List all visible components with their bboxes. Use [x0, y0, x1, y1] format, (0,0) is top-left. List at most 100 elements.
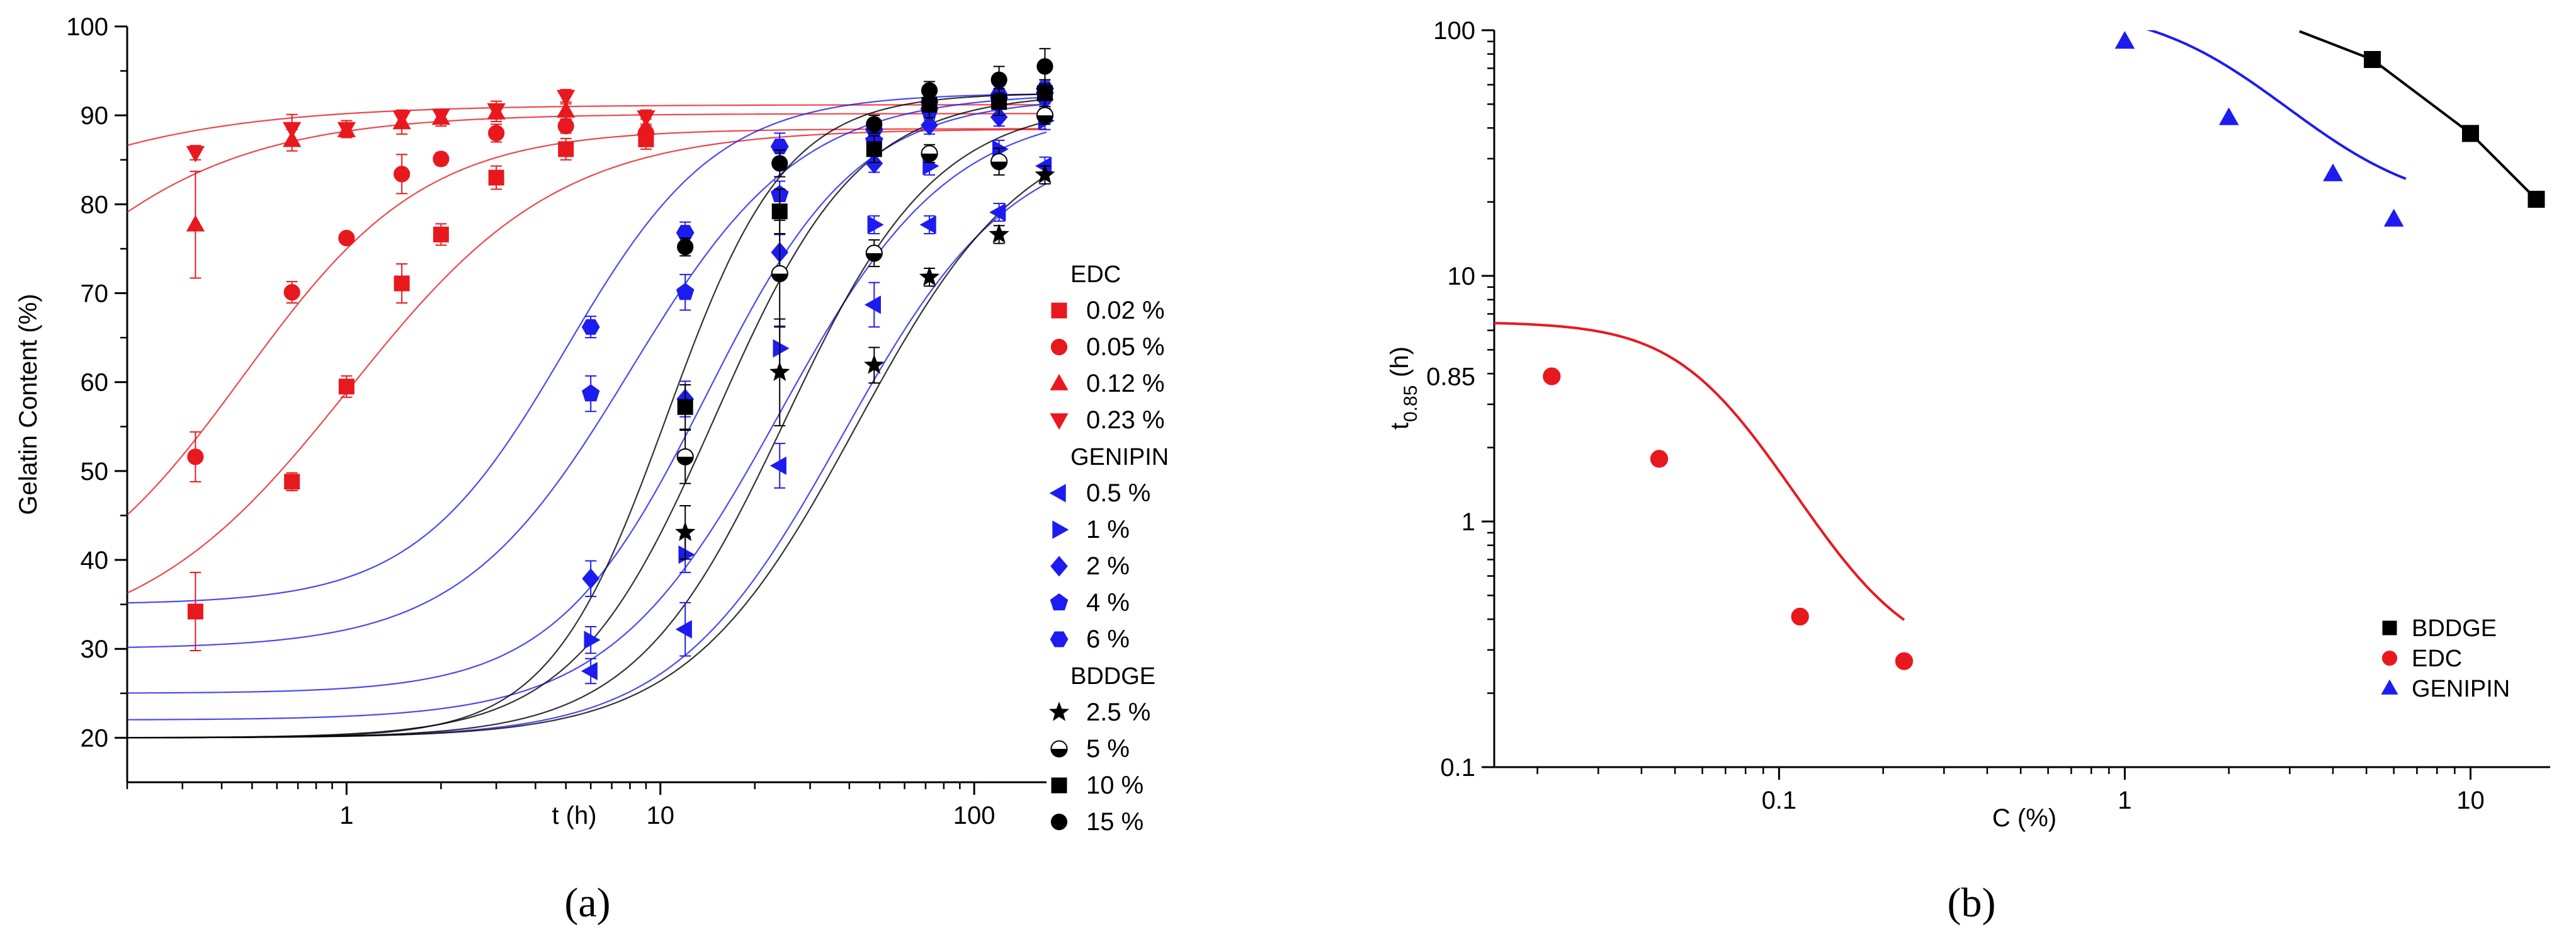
data-point	[186, 145, 205, 162]
fit-curve-edc-2	[127, 113, 1047, 213]
legend-b: BDDGE EDC GENIPIN	[2381, 615, 2510, 702]
legend-marker	[1050, 813, 1068, 831]
legend-a: EDC 0.02 % 0.05 % 0.12 % 0.23 % GENIPIN 0.5 % 1…	[1048, 261, 1169, 836]
y-tick-label: 1	[1461, 508, 1475, 536]
series-bddge-9	[675, 164, 1055, 560]
data-point	[338, 379, 355, 395]
data-point	[919, 266, 940, 286]
fit-curve-genipin-5	[127, 131, 1047, 721]
data-point	[558, 141, 574, 157]
legend-entry-label: 15 %	[1086, 808, 1143, 836]
series-bddge	[2364, 50, 2545, 208]
data-point	[989, 203, 1006, 222]
data-point	[1035, 164, 1055, 184]
fit-curve-genipin-7	[127, 96, 1047, 648]
data-point	[676, 448, 694, 465]
y-axis-title-unit: (h)	[1386, 346, 1414, 377]
data-point	[394, 275, 410, 292]
data-point	[488, 169, 504, 186]
legend-marker	[1050, 373, 1069, 390]
data-point	[990, 71, 1007, 88]
y-tick-label: 90	[81, 102, 109, 130]
data-point	[337, 122, 356, 139]
series-bddge-10	[676, 106, 1054, 484]
legend-group-title: EDC	[1070, 261, 1121, 288]
data-point	[864, 354, 885, 374]
data-point	[866, 116, 883, 133]
data-point	[557, 89, 576, 106]
data-point	[187, 448, 204, 465]
data-point	[678, 545, 695, 564]
data-point	[2364, 50, 2381, 68]
data-point	[433, 151, 450, 168]
legend-marker	[2381, 650, 2398, 666]
legend-entry-label: 6 %	[1086, 625, 1130, 653]
x-axis-title: C (%)	[1992, 804, 2057, 832]
legend-group-title: GENIPIN	[1070, 444, 1169, 470]
legend-entry-label: 0.23 %	[1086, 406, 1165, 434]
legend-entry-label: 0.02 %	[1086, 297, 1165, 324]
fit-curve-edc-1	[127, 128, 1047, 516]
legend-entry-label: GENIPIN	[2412, 676, 2510, 702]
data-point	[284, 474, 300, 490]
data-point	[487, 103, 506, 120]
data-point	[2323, 163, 2343, 181]
legend-entry-label: 2.5 %	[1086, 698, 1150, 726]
data-point	[557, 118, 574, 135]
data-point	[283, 284, 300, 301]
data-point	[771, 155, 788, 172]
data-point	[394, 166, 411, 183]
data-point	[2218, 107, 2239, 125]
legend-marker	[1052, 520, 1069, 539]
legend-marker	[1049, 484, 1066, 503]
y-tick-label: 40	[81, 547, 109, 574]
legend-marker	[1050, 631, 1069, 647]
data-point	[557, 101, 576, 118]
data-point	[865, 153, 883, 174]
data-point	[392, 110, 411, 127]
x-tick-label: 0.1	[1762, 787, 1797, 814]
legend-entry-label: 5 %	[1086, 735, 1130, 763]
series-edc-0	[187, 128, 654, 652]
legend-marker	[2382, 620, 2397, 635]
data-point	[1543, 367, 1561, 385]
data-point	[991, 94, 1007, 110]
data-point	[187, 603, 203, 620]
x-axis-title: t (h)	[552, 802, 596, 829]
data-point	[431, 108, 451, 125]
x-tick-label: 100	[953, 802, 996, 829]
legend-group-title: BDDGE	[1070, 663, 1155, 690]
data-point	[865, 244, 883, 262]
legend-marker	[1050, 413, 1069, 430]
fit-curve-genipin-4	[127, 183, 1047, 739]
data-point-fill	[921, 153, 938, 162]
y-tick-label: 80	[81, 191, 109, 219]
data-point	[1036, 85, 1053, 101]
legend-entry-label: 10 %	[1086, 772, 1143, 799]
data-point	[990, 152, 1008, 171]
legend-marker	[1050, 338, 1068, 356]
data-point	[919, 215, 936, 234]
x-tick-label: 10	[647, 802, 675, 829]
y-tick-label: 10	[1448, 263, 1476, 290]
data-point	[675, 620, 692, 639]
data-point	[864, 295, 881, 314]
data-point	[769, 456, 786, 476]
data-point	[582, 568, 600, 590]
data-point	[2461, 125, 2479, 142]
data-point	[675, 521, 696, 542]
data-point	[283, 122, 302, 139]
data-point	[2383, 208, 2404, 227]
data-point	[581, 661, 598, 681]
data-point	[488, 125, 505, 142]
legend-entry-label: 0.05 %	[1086, 333, 1165, 361]
data-point	[677, 399, 693, 415]
fit-curve-edc-3	[127, 104, 1047, 146]
y-tick-label: 70	[81, 280, 109, 308]
data-point	[676, 283, 695, 300]
panel-label-a: (a)	[564, 880, 610, 926]
series-bddge-12	[677, 48, 1053, 257]
y-axis-title: Gelatin Content (%)	[14, 293, 42, 515]
